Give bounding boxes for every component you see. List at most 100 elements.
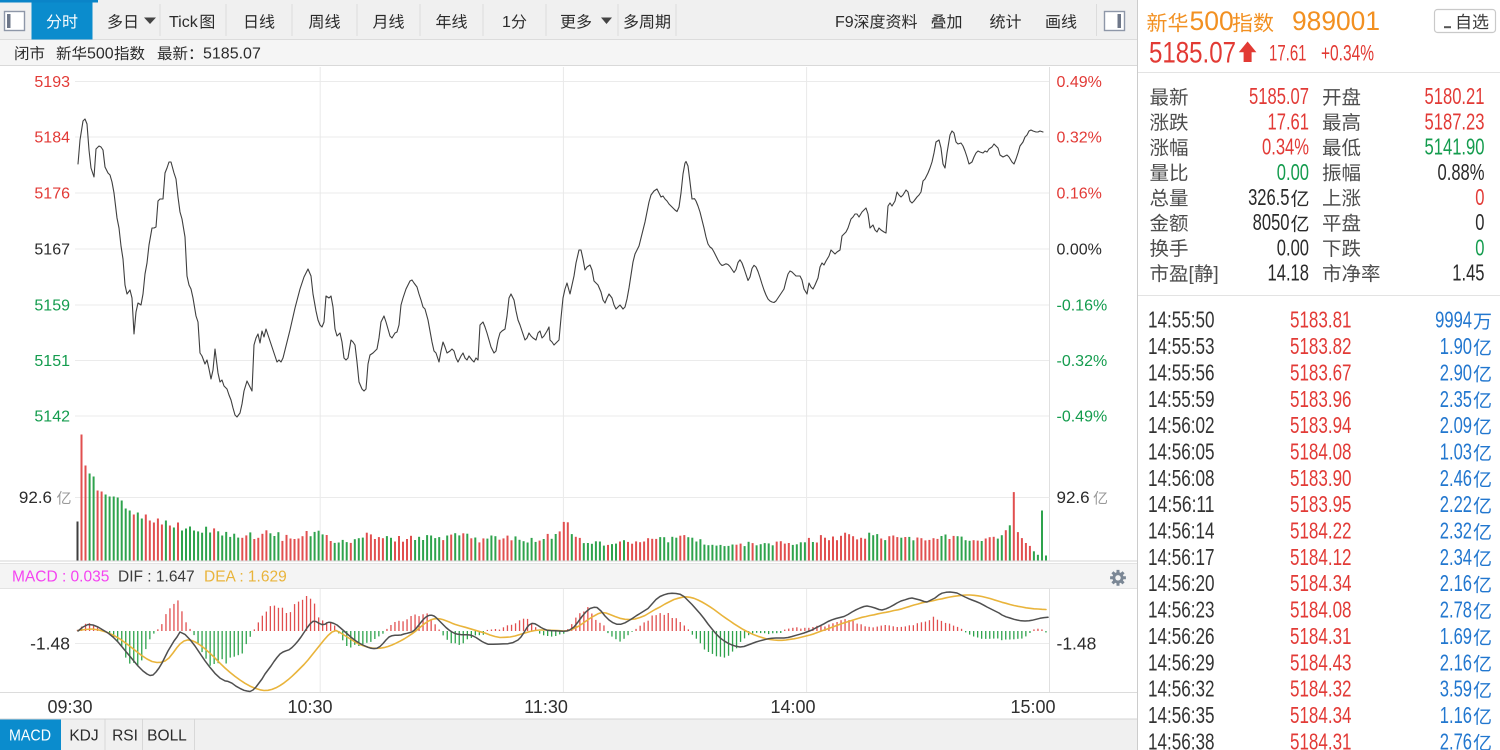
- svg-text:DEA : 1.629: DEA : 1.629: [204, 569, 287, 586]
- svg-text:5176: 5176: [34, 186, 70, 203]
- svg-text:5142: 5142: [34, 409, 70, 426]
- svg-text:14:56:23: 14:56:23: [1148, 597, 1215, 623]
- svg-text:14.18: 14.18: [1268, 260, 1310, 286]
- svg-text:14:00: 14:00: [770, 697, 815, 717]
- svg-text:0.00%: 0.00%: [1057, 242, 1102, 259]
- svg-text:0: 0: [1475, 234, 1484, 260]
- svg-text:5183.81: 5183.81: [1290, 307, 1352, 333]
- svg-text:2.76: 2.76: [1440, 728, 1472, 750]
- svg-text:2.78: 2.78: [1440, 597, 1472, 623]
- svg-text:3.59: 3.59: [1440, 676, 1472, 702]
- svg-text:989001: 989001: [1292, 6, 1380, 36]
- svg-text:14:56:32: 14:56:32: [1148, 676, 1215, 702]
- svg-text:17.61: 17.61: [1269, 41, 1307, 66]
- svg-text:500: 500: [87, 46, 114, 63]
- svg-text:14:56:14: 14:56:14: [1148, 518, 1215, 544]
- svg-text:5187.23: 5187.23: [1425, 108, 1485, 134]
- svg-text:5180.21: 5180.21: [1425, 83, 1485, 109]
- svg-text:]: ]: [1213, 264, 1218, 285]
- svg-text:2.32: 2.32: [1440, 518, 1472, 544]
- svg-text:0.88%: 0.88%: [1438, 159, 1485, 185]
- svg-text:14:55:50: 14:55:50: [1148, 307, 1215, 333]
- svg-text:92.6: 92.6: [19, 488, 52, 507]
- svg-text:326.5: 326.5: [1248, 184, 1289, 210]
- svg-text:14:56:11: 14:56:11: [1148, 491, 1215, 517]
- svg-text:Tick: Tick: [169, 14, 199, 31]
- svg-text:1.45: 1.45: [1452, 260, 1484, 286]
- svg-text:DIF : 1.647: DIF : 1.647: [118, 569, 195, 586]
- svg-text:5183.94: 5183.94: [1290, 412, 1352, 438]
- svg-text:0.49%: 0.49%: [1057, 74, 1102, 91]
- svg-text:5184.43: 5184.43: [1290, 649, 1352, 675]
- svg-text:1.16: 1.16: [1440, 702, 1472, 728]
- svg-text:BOLL: BOLL: [147, 728, 187, 745]
- svg-text:2.34: 2.34: [1440, 544, 1472, 570]
- svg-text:2.16: 2.16: [1440, 570, 1472, 596]
- svg-text:500: 500: [1190, 6, 1234, 36]
- svg-text:0.00: 0.00: [1277, 159, 1309, 185]
- svg-text:5184.22: 5184.22: [1290, 518, 1352, 544]
- svg-text:09:30: 09:30: [47, 697, 92, 717]
- svg-text:0: 0: [1475, 209, 1484, 235]
- svg-text:9994: 9994: [1435, 307, 1472, 333]
- svg-text:14:55:56: 14:55:56: [1148, 359, 1215, 385]
- svg-text:14:56:17: 14:56:17: [1148, 544, 1215, 570]
- svg-text:RSI: RSI: [112, 728, 138, 745]
- svg-text:1.03: 1.03: [1440, 438, 1472, 464]
- svg-text:10:30: 10:30: [287, 697, 332, 717]
- svg-text:5185.07: 5185.07: [1249, 83, 1309, 109]
- svg-text:5141.90: 5141.90: [1425, 134, 1485, 160]
- svg-text:5185.07: 5185.07: [1149, 37, 1236, 70]
- svg-text:[: [: [1189, 264, 1195, 285]
- svg-text:MACD: MACD: [9, 728, 51, 745]
- svg-text:2.46: 2.46: [1440, 465, 1472, 491]
- svg-text:2.22: 2.22: [1440, 491, 1472, 517]
- svg-text:2.16: 2.16: [1440, 649, 1472, 675]
- svg-text:-1.48: -1.48: [1057, 634, 1097, 654]
- svg-text:5184.08: 5184.08: [1290, 438, 1352, 464]
- svg-text:MACD : 0.035: MACD : 0.035: [12, 569, 109, 586]
- svg-text:-1.48: -1.48: [30, 634, 70, 654]
- svg-text:-0.16%: -0.16%: [1057, 298, 1108, 315]
- svg-text:1.90: 1.90: [1440, 333, 1472, 359]
- svg-text:5159: 5159: [34, 298, 70, 315]
- svg-text:0: 0: [1475, 184, 1484, 210]
- svg-text:5184: 5184: [34, 130, 70, 147]
- svg-text:5183.96: 5183.96: [1290, 386, 1352, 412]
- svg-text:5183.90: 5183.90: [1290, 465, 1352, 491]
- svg-text:5184.34: 5184.34: [1290, 702, 1352, 728]
- svg-text:11:30: 11:30: [524, 697, 568, 717]
- svg-text:8050: 8050: [1253, 209, 1290, 235]
- svg-text:92.6: 92.6: [1057, 488, 1090, 507]
- svg-text:17.61: 17.61: [1268, 108, 1310, 134]
- svg-text:0.34%: 0.34%: [1262, 134, 1309, 160]
- svg-text:14:55:59: 14:55:59: [1148, 386, 1215, 412]
- svg-text:+0.34%: +0.34%: [1321, 41, 1374, 66]
- svg-text:5183.82: 5183.82: [1290, 333, 1352, 359]
- svg-text:2.35: 2.35: [1440, 386, 1472, 412]
- svg-text:KDJ: KDJ: [69, 728, 98, 745]
- svg-text:-0.49%: -0.49%: [1057, 409, 1108, 426]
- svg-text:14:56:38: 14:56:38: [1148, 728, 1215, 750]
- svg-text:14:56:26: 14:56:26: [1148, 623, 1215, 649]
- svg-text:F9: F9: [835, 14, 854, 31]
- svg-text:0.32%: 0.32%: [1057, 130, 1102, 147]
- svg-text:5167: 5167: [34, 242, 70, 259]
- svg-text:5185.07: 5185.07: [203, 46, 261, 63]
- svg-text:-0.32%: -0.32%: [1057, 353, 1108, 370]
- svg-text:1.69: 1.69: [1440, 623, 1472, 649]
- svg-text:14:56:05: 14:56:05: [1148, 438, 1215, 464]
- svg-text:14:56:08: 14:56:08: [1148, 465, 1215, 491]
- svg-text:1: 1: [502, 14, 511, 31]
- svg-text:5184.31: 5184.31: [1290, 623, 1352, 649]
- svg-text:14:56:35: 14:56:35: [1148, 702, 1215, 728]
- svg-text:5184.31: 5184.31: [1290, 728, 1352, 750]
- svg-text:5183.67: 5183.67: [1290, 359, 1352, 385]
- svg-text:5193: 5193: [34, 74, 70, 91]
- svg-text:14:56:20: 14:56:20: [1148, 570, 1215, 596]
- svg-text:2.09: 2.09: [1440, 412, 1472, 438]
- svg-text:5184.32: 5184.32: [1290, 676, 1352, 702]
- svg-text:5184.08: 5184.08: [1290, 597, 1352, 623]
- svg-text:5151: 5151: [34, 353, 70, 370]
- svg-text:14:55:53: 14:55:53: [1148, 333, 1215, 359]
